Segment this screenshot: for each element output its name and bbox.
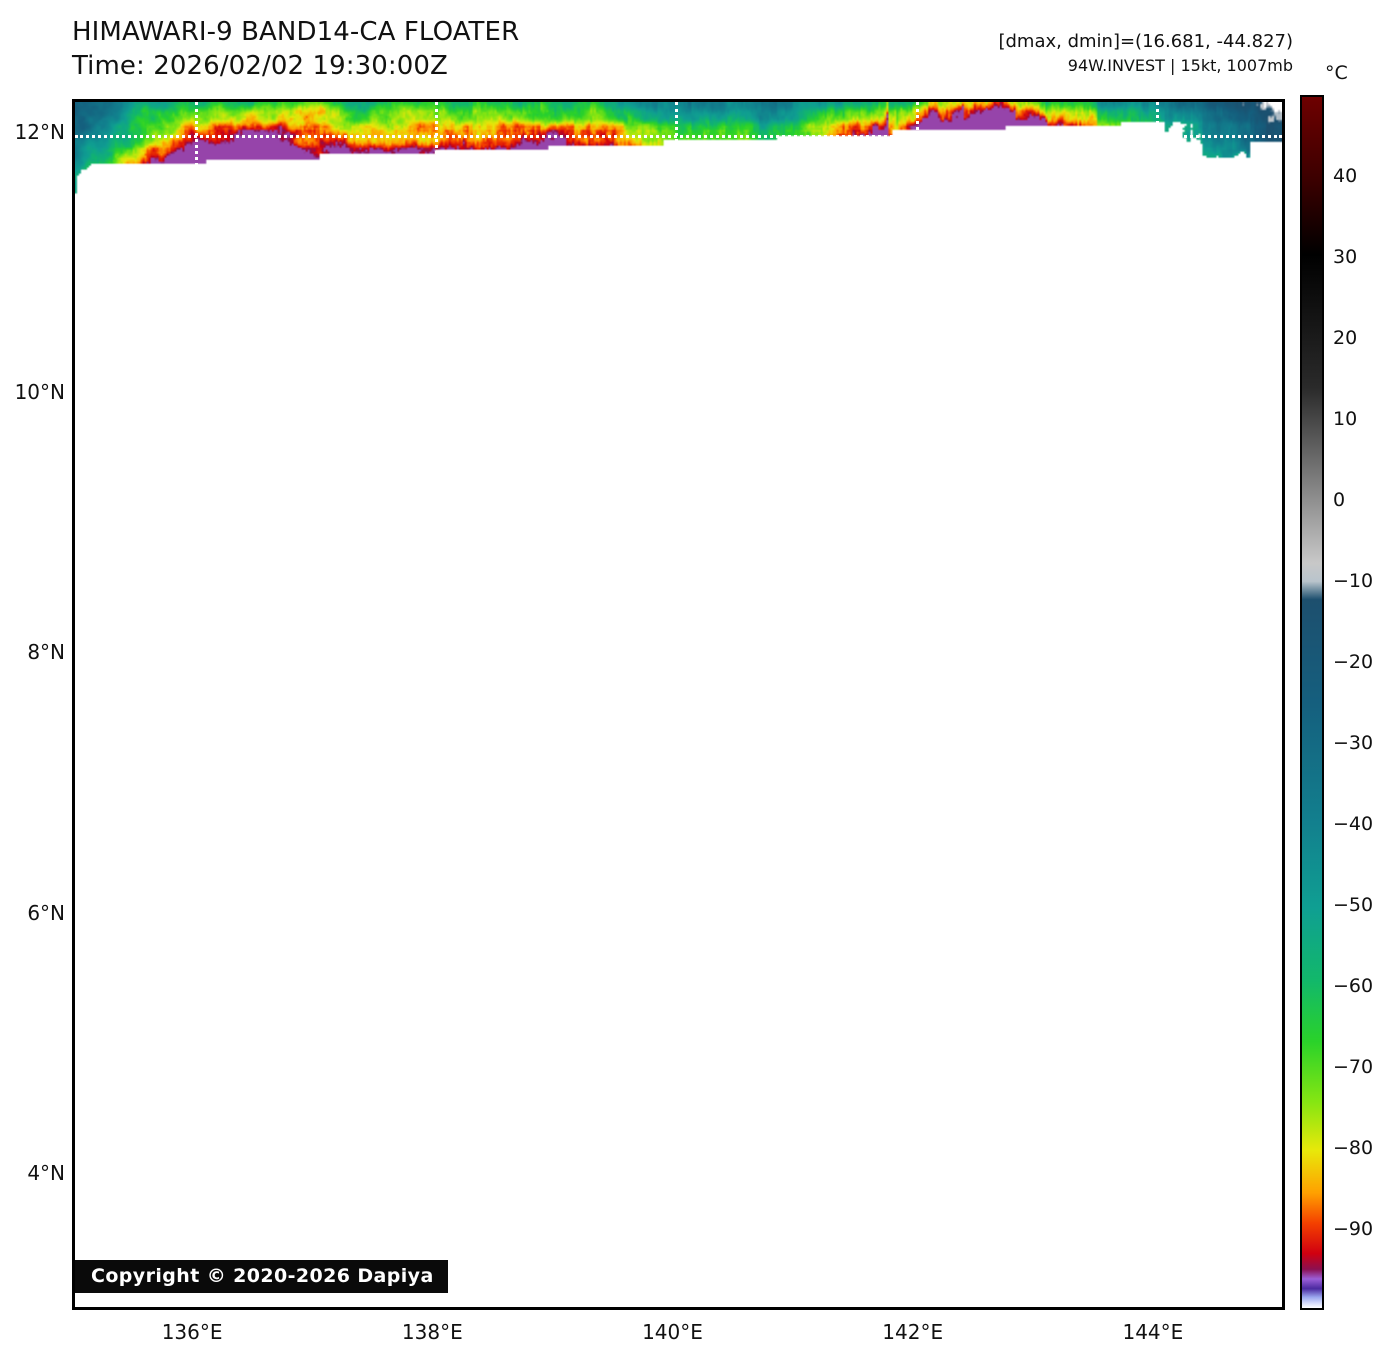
title-line-time: Time: 2026/02/02 19:30:00Z [72,50,448,81]
colorbar-tick-neg80: −80 [1333,1137,1374,1159]
infrared-satellite-raster [75,102,1282,1307]
colorbar-tick-10: 10 [1333,408,1358,430]
lon-tick-138: 138°E [401,1320,463,1344]
colorbar-tick-neg50: −50 [1333,894,1374,916]
temperature-colorbar[interactable] [1300,95,1324,1310]
colorbar-tick-neg90: −90 [1333,1218,1374,1240]
colorbar-tick-neg70: −70 [1333,1056,1374,1078]
colorbar-tick-40: 40 [1333,165,1358,187]
colorbar-tick-neg10: −10 [1333,570,1374,592]
lon-tick-142: 142°E [882,1320,944,1344]
lat-tick-4: 4°N [27,1161,65,1186]
colorbar-gradient [1302,97,1322,1308]
lon-tick-144: 144°E [1122,1320,1184,1344]
lat-tick-8: 8°N [27,640,65,665]
lat-tick-12: 12°N [14,119,65,144]
lat-tick-6: 6°N [27,900,65,925]
page-title: HIMAWARI-9 BAND14-CA FLOATER Time: 2026/… [72,16,872,84]
lon-tick-140: 140°E [642,1320,703,1344]
colorbar-unit-label: °C [1325,62,1348,84]
colorbar-tick-0: 0 [1333,489,1346,511]
copyright-banner: Copyright © 2020-2026 Dapiya [75,1260,448,1293]
storm-id-readout: 94W.INVEST | 15kt, 1007mb [1067,55,1293,75]
colorbar-tick-neg40: −40 [1333,813,1374,835]
dmax-dmin-readout: [dmax, dmin]=(16.681, -44.827) [998,31,1293,52]
colorbar-tick-20: 20 [1333,327,1358,349]
colorbar-tick-30: 30 [1333,246,1358,268]
satellite-image-panel[interactable]: Copyright © 2020-2026 Dapiya [72,99,1285,1310]
colorbar-tick-neg20: −20 [1333,651,1374,673]
title-line-product: HIMAWARI-9 BAND14-CA FLOATER [72,17,520,47]
lon-tick-136: 136°E [161,1320,223,1344]
header-metadata: [dmax, dmin]=(16.681, -44.827) 94W.INVES… [998,30,1293,77]
colorbar-tick-neg30: −30 [1333,732,1374,754]
colorbar-tick-neg60: −60 [1333,975,1374,997]
lat-tick-10: 10°N [14,379,65,404]
